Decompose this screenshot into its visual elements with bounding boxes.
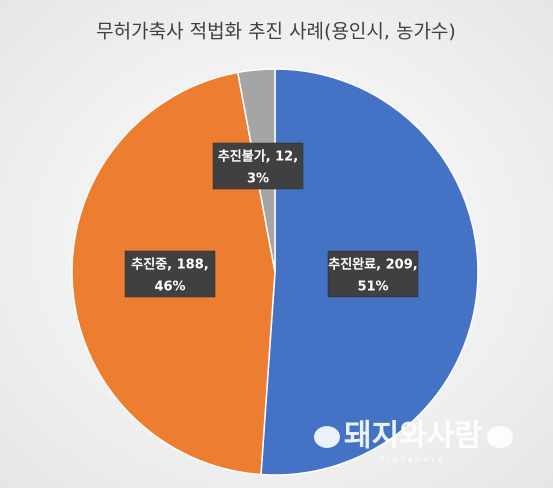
data-label-box bbox=[212, 142, 304, 190]
data-label-text: 추진중, 188, bbox=[131, 257, 208, 273]
watermark-title: 돼지와사람 bbox=[344, 419, 482, 454]
data-label-text: 추진완료, 209, bbox=[328, 257, 417, 273]
data-label-text: 3% bbox=[247, 172, 269, 187]
watermark: 돼지와사람 PIGPEOPLE bbox=[314, 419, 513, 464]
watermark-icon bbox=[314, 426, 340, 448]
watermark-subtitle: PIGPEOPLE bbox=[380, 456, 445, 464]
chart-title: 무허가축사 적법화 추진 사례(용인시, 농가수) bbox=[96, 21, 456, 43]
data-label-text: 46% bbox=[154, 280, 185, 295]
watermark-icon bbox=[487, 426, 513, 448]
data-label-text: 51% bbox=[357, 280, 388, 295]
data-label: 추진중, 188, 46% bbox=[124, 250, 216, 298]
data-label-text: 추진불가, 12, bbox=[218, 149, 298, 165]
data-label: 추진완료, 209, 51% bbox=[327, 250, 419, 298]
data-label-box bbox=[327, 250, 419, 298]
data-label-box bbox=[124, 250, 216, 298]
data-label: 추진불가, 12, 3% bbox=[212, 142, 304, 190]
data-labels: 추진완료, 209, 51% 추진중, 188, 46% 추진불가, 12, 3% bbox=[124, 142, 419, 298]
